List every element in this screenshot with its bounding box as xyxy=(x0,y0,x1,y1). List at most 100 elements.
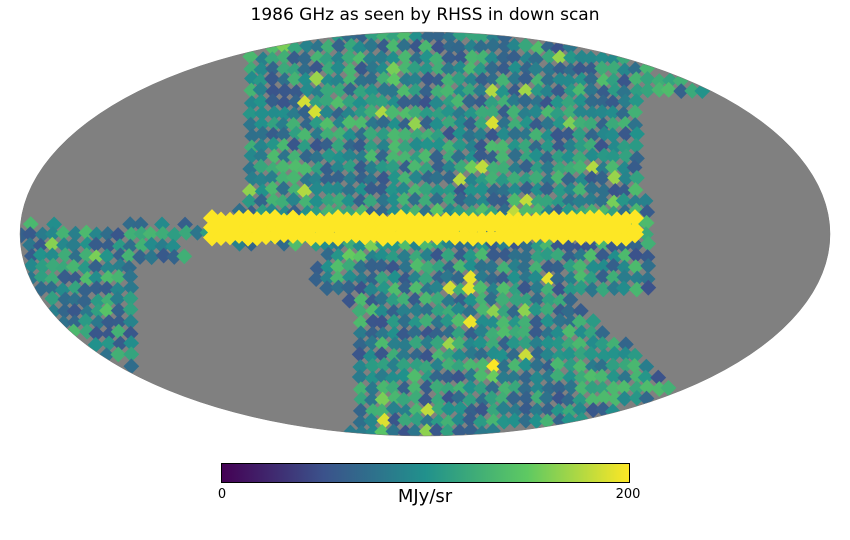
sky-pixel xyxy=(352,402,369,419)
sky-pixel xyxy=(319,161,336,178)
sky-pixel xyxy=(419,247,436,264)
sky-pixel xyxy=(332,126,349,143)
sky-pixel xyxy=(485,315,502,331)
sky-pixel xyxy=(428,279,445,296)
sky-pixel xyxy=(583,116,599,133)
sky-pixel xyxy=(88,249,105,266)
sky-pixel xyxy=(308,94,325,111)
sky-pixel xyxy=(618,148,635,165)
sky-pixel xyxy=(464,49,481,66)
sky-pixel xyxy=(441,390,458,406)
sky-pixel xyxy=(342,81,359,98)
sky-pixel xyxy=(353,60,370,77)
sky-pixel xyxy=(110,323,127,340)
sky-pixel xyxy=(330,169,347,186)
sky-pixel xyxy=(485,115,501,132)
sky-pixel xyxy=(473,115,490,132)
sky-pixel xyxy=(462,248,479,265)
sky-pixel xyxy=(605,258,622,274)
sky-pixel xyxy=(265,60,281,77)
sky-pixel xyxy=(452,125,468,142)
sky-pixel xyxy=(560,73,577,90)
sky-pixel xyxy=(593,193,610,209)
sky-pixel xyxy=(562,116,579,132)
sky-pixel xyxy=(505,347,522,364)
sky-pixel xyxy=(44,247,61,264)
sky-pixel xyxy=(66,303,83,320)
sky-pixel xyxy=(563,357,579,374)
sky-pixel xyxy=(552,71,568,88)
sky-pixel xyxy=(375,114,392,131)
sky-pixel xyxy=(571,150,588,167)
sky-pixel xyxy=(362,348,379,365)
sky-pixel xyxy=(341,182,358,199)
sky-pixel xyxy=(299,37,315,54)
sky-pixel xyxy=(397,170,414,187)
sky-pixel xyxy=(397,313,413,330)
sky-pixel xyxy=(462,411,478,428)
sky-pixel xyxy=(452,32,469,43)
sky-pixel xyxy=(496,324,513,341)
sky-pixel xyxy=(319,137,335,153)
sky-pixel xyxy=(474,181,490,198)
sky-pixel xyxy=(385,50,402,67)
sky-pixel xyxy=(629,150,645,167)
sky-pixel xyxy=(352,193,369,210)
sky-pixel xyxy=(485,336,502,353)
sky-pixel xyxy=(474,71,491,88)
sky-pixel xyxy=(529,182,546,199)
sky-pixel xyxy=(407,315,424,331)
sky-pixel xyxy=(563,82,580,99)
sky-pixel xyxy=(506,37,523,54)
sky-pixel xyxy=(88,236,104,253)
sky-pixel xyxy=(409,411,426,428)
sky-pixel xyxy=(573,269,590,285)
sky-pixel xyxy=(308,70,325,87)
sky-pixel xyxy=(342,170,359,187)
sky-pixel xyxy=(507,247,524,264)
sky-pixel xyxy=(541,48,558,65)
sky-pixel xyxy=(275,126,292,143)
sky-pixel xyxy=(56,269,73,285)
sky-pixel xyxy=(573,369,590,386)
sky-pixel xyxy=(552,293,569,310)
sky-pixel xyxy=(319,82,336,99)
sky-pixel xyxy=(673,83,690,100)
sky-pixel xyxy=(616,62,633,79)
sky-pixel xyxy=(530,73,547,89)
sky-pixel xyxy=(407,191,423,208)
sky-pixel xyxy=(627,104,643,121)
sky-pixel xyxy=(408,302,425,319)
sky-pixel xyxy=(474,401,491,418)
sky-pixel xyxy=(376,138,393,155)
sky-pixel xyxy=(243,95,260,112)
sky-pixel xyxy=(275,116,292,133)
sky-pixel xyxy=(539,193,555,210)
sky-pixel xyxy=(99,302,115,319)
sky-pixel xyxy=(299,172,316,189)
sky-pixel xyxy=(352,95,368,112)
sky-pixel xyxy=(288,93,304,110)
sky-pixel xyxy=(299,81,316,98)
sky-pixel xyxy=(539,95,556,112)
sky-pixel xyxy=(496,413,512,430)
sky-pixel xyxy=(362,51,379,68)
sky-pixel xyxy=(540,159,556,176)
sky-pixel xyxy=(551,138,568,155)
sky-pixel xyxy=(605,357,621,374)
sky-pixel xyxy=(341,257,358,274)
sky-pixel xyxy=(362,172,379,189)
sky-pixel xyxy=(155,247,172,264)
sky-pixel xyxy=(629,368,646,385)
sky-pixel xyxy=(55,315,72,332)
sky-pixel xyxy=(585,402,602,418)
sky-pixel xyxy=(485,191,502,208)
sky-pixel xyxy=(583,247,599,264)
sky-pixel xyxy=(530,193,547,210)
sky-pixel xyxy=(529,291,546,308)
sky-pixel xyxy=(365,60,381,77)
sky-pixel xyxy=(538,390,555,407)
sky-pixel xyxy=(243,61,260,77)
sky-pixel xyxy=(616,183,633,200)
sky-pixel xyxy=(494,391,511,407)
